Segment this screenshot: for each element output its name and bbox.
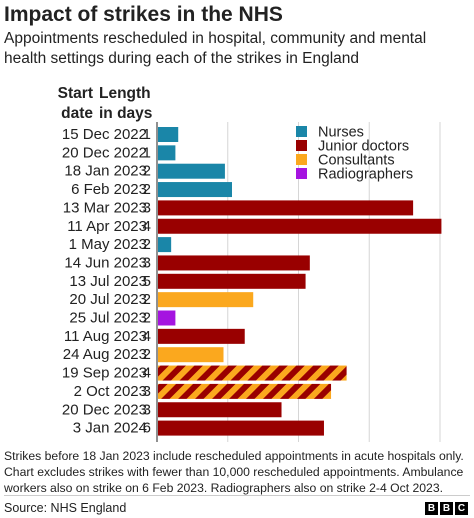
- bar: [158, 145, 176, 161]
- row-date-label: 6 Feb 2023: [71, 181, 147, 198]
- legend-label: Radiographers: [318, 167, 413, 183]
- footnote: Strikes before 18 Jan 2023 include resch…: [4, 449, 464, 495]
- legend-swatch: [296, 154, 307, 165]
- row-date-label: 11 Aug 2023: [64, 328, 147, 345]
- row-date-label: 20 Jul 2023: [69, 291, 147, 308]
- row-days-label: 2: [143, 236, 151, 253]
- column-header-start-date: Start: [58, 85, 93, 102]
- legend-label: Junior doctors: [318, 139, 409, 155]
- column-header-length: Length: [99, 85, 151, 102]
- row-days-label: 5: [143, 273, 151, 290]
- row-days-label: 3: [143, 199, 151, 216]
- bar: [158, 347, 224, 363]
- legend-label: Consultants: [318, 153, 395, 169]
- bar: [158, 218, 442, 234]
- row-days-label: 2: [143, 310, 151, 327]
- row-days-label: 1: [143, 144, 151, 161]
- bar: [158, 310, 176, 326]
- row-days-label: 2: [143, 346, 151, 363]
- row-date-label: 18 Jan 2023: [64, 163, 147, 180]
- row-date-label: 3 Jan 2024: [73, 420, 147, 437]
- legend-swatch: [296, 168, 307, 179]
- bar: [158, 163, 225, 179]
- legend-swatch: [296, 140, 307, 151]
- column-header-length: in days: [99, 105, 152, 122]
- row-date-label: 11 Apr 2023: [67, 218, 147, 235]
- row-days-label: 1: [143, 126, 151, 143]
- bar: [158, 182, 232, 198]
- bar: [158, 402, 282, 418]
- row-days-label: 2: [143, 163, 151, 180]
- row-days-label: 4: [143, 218, 151, 235]
- row-days-label: 4: [143, 365, 151, 382]
- logo-letter: B: [425, 502, 438, 515]
- bar: [158, 255, 310, 271]
- row-days-label: 3: [143, 254, 151, 271]
- row-date-label: 15 Dec 2022: [62, 126, 147, 143]
- bar: [158, 365, 347, 381]
- row-date-label: 20 Dec 2022: [62, 144, 147, 161]
- footer-divider: [4, 495, 470, 496]
- row-date-label: 13 Jul 2023: [69, 273, 147, 290]
- row-date-label: 13 Mar 2023: [63, 199, 147, 216]
- row-days-label: 3: [143, 383, 151, 400]
- bar: [158, 127, 179, 142]
- column-header-start-date: date: [61, 105, 93, 122]
- logo-letter: B: [440, 502, 453, 515]
- row-date-label: 20 Dec 2023: [62, 401, 147, 418]
- row-days-label: 2: [143, 181, 151, 198]
- row-date-label: 24 Aug 2023: [63, 346, 147, 363]
- row-days-label: 6: [143, 420, 151, 437]
- row-date-label: 14 Jun 2023: [64, 254, 147, 271]
- chart-subtitle: Appointments rescheduled in hospital, co…: [4, 30, 427, 67]
- bar: [158, 292, 254, 308]
- row-date-label: 25 Jul 2023: [69, 310, 147, 327]
- bar: [158, 383, 332, 399]
- bar: [158, 420, 324, 436]
- row-date-label: 2 Oct 2023: [74, 383, 147, 400]
- row-days-label: 4: [143, 328, 151, 345]
- bbc-logo: B B C: [425, 502, 468, 515]
- legend-label: Nurses: [318, 125, 364, 141]
- row-date-label: 1 May 2023: [69, 236, 147, 253]
- bar: [158, 200, 414, 216]
- row-date-label: 19 Sep 2023: [62, 365, 147, 382]
- bar: [158, 237, 172, 253]
- row-days-label: 2: [143, 291, 151, 308]
- source-text: Source: NHS England: [4, 501, 127, 515]
- chart-title: Impact of strikes in the NHS: [4, 3, 283, 26]
- logo-letter: C: [455, 502, 468, 515]
- row-days-label: 3: [143, 401, 151, 418]
- bar: [158, 328, 245, 344]
- bar: [158, 273, 306, 289]
- legend-swatch: [296, 126, 307, 137]
